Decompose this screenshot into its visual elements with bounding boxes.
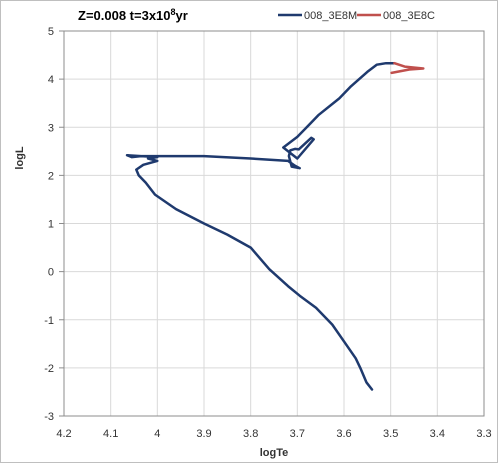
y-tick-label: 4 [48,74,54,86]
y-tick-label: 0 [48,267,54,279]
grid-lines [59,30,485,417]
legend: 008_3E8M 008_3E8C [278,10,435,22]
plot-area-border [63,30,485,417]
x-tick-label: 3.6 [336,428,351,440]
chart-title: Z=0.008 t=3x108yr [78,7,188,23]
x-axis-title: logTe [260,447,289,459]
y-tick-label: 5 [48,26,54,38]
x-tick-label: 3.9 [196,428,211,440]
legend-label-008-3e8m: 008_3E8M [304,10,357,22]
x-tick-label: 4 [154,428,160,440]
x-tick-label: 3.5 [383,428,398,440]
y-axis-title: logL [14,146,26,169]
x-tick-label: 3.7 [290,428,305,440]
series-lines [125,61,425,391]
y-tick-label: -3 [44,411,54,423]
legend-label-008-3e8c: 008_3E8C [383,10,435,22]
x-tick-label: 3.8 [243,428,258,440]
y-tick-label: -2 [44,363,54,375]
series-line-008-3e8m [125,61,396,391]
series-line-008-3e8c [390,61,425,75]
x-tick-labels: 4.2 4.1 4 3.9 3.8 3.7 3.6 3.5 3.4 3.3 [56,428,491,440]
y-tick-label: 1 [48,219,54,231]
x-tick-label: 4.1 [103,428,118,440]
x-tick-label: 3.4 [430,428,445,440]
x-tick-label: 4.2 [56,428,71,440]
y-tick-label: -1 [44,315,54,327]
y-tick-label: 2 [48,170,54,182]
y-tick-label: 3 [48,122,54,134]
y-tick-labels: 5 4 3 2 1 0 -1 -2 -3 [44,26,54,423]
x-tick-label: 3.3 [476,428,491,440]
